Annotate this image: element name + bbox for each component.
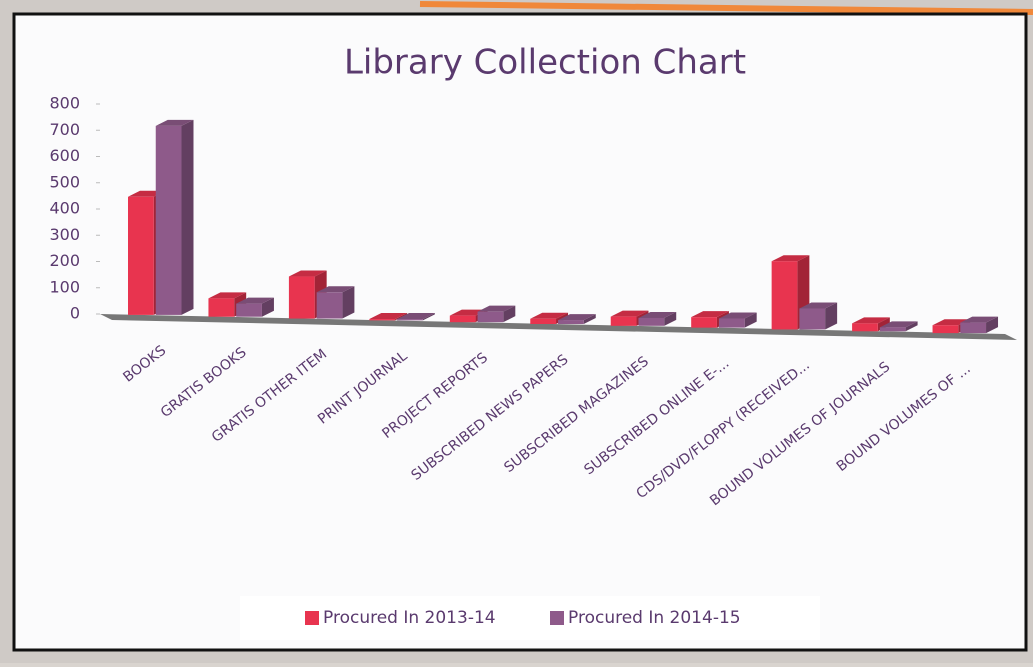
bar [638,318,664,326]
bar [960,323,986,334]
bar [397,319,423,320]
bar [236,304,262,317]
y-tick-label: 200 [49,251,80,270]
bar [289,277,315,319]
y-tick-label: 600 [49,146,80,165]
bar-side [181,120,193,315]
y-tick-label: 0 [70,304,80,323]
bar [852,323,878,331]
chart: Library Collection Chart 0 100 200 300 400 50… [0,0,1033,663]
bar [478,312,504,323]
bar [317,292,343,318]
y-tick-label: 800 [49,94,80,113]
bar [156,126,182,315]
bar [369,319,395,320]
bar [208,298,234,316]
bar [691,317,717,328]
legend-swatch [550,611,564,625]
chart-title: Library Collection Chart [344,43,746,83]
bar [450,316,476,323]
legend-swatch [305,611,319,625]
y-tick-label: 700 [49,120,80,139]
bar [933,325,959,333]
bar [128,197,154,315]
y-tick-label: 500 [49,172,80,191]
bar [799,308,825,329]
bar [719,318,745,327]
bar [772,261,798,329]
legend-label: Procured In 2013-14 [323,608,496,628]
bar [530,319,556,324]
y-tick-label: 400 [49,199,80,218]
legend-label: Procured In 2014-15 [568,608,741,628]
y-tick-label: 100 [49,277,80,296]
bar [880,327,906,331]
y-tick-label: 300 [49,225,80,244]
page: Library Collection Chart 0 100 200 300 400 50… [0,0,1033,667]
bar [558,320,584,324]
bar [611,317,637,326]
